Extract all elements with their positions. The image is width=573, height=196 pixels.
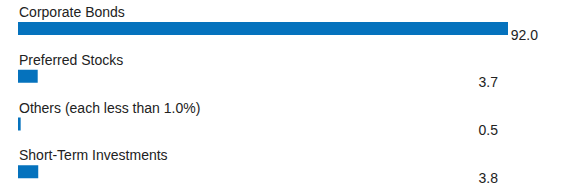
svg-text:92.0: 92.0 [511,27,538,43]
svg-text:Others (each less than 1.0%): Others (each less than 1.0%) [19,100,200,116]
svg-text:0.5: 0.5 [479,122,499,138]
svg-text:Preferred Stocks: Preferred Stocks [19,52,123,68]
svg-text:Short-Term Investments: Short-Term Investments [19,147,168,163]
svg-text:3.8: 3.8 [479,170,499,186]
svg-text:3.7: 3.7 [479,74,499,90]
svg-text:Corporate Bonds: Corporate Bonds [19,4,125,20]
